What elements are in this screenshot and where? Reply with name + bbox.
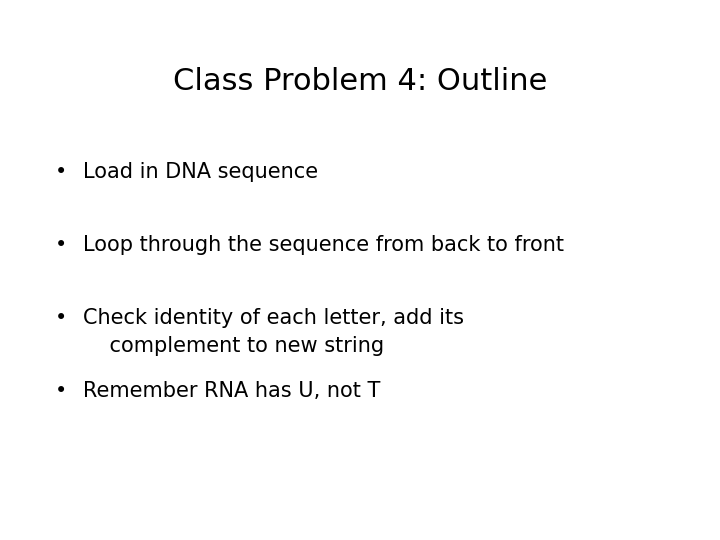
Text: •: • <box>55 381 68 401</box>
Text: Load in DNA sequence: Load in DNA sequence <box>83 162 318 182</box>
Text: •: • <box>55 235 68 255</box>
Text: Loop through the sequence from back to front: Loop through the sequence from back to f… <box>83 235 564 255</box>
Text: •: • <box>55 162 68 182</box>
Text: •: • <box>55 308 68 328</box>
Text: Class Problem 4: Outline: Class Problem 4: Outline <box>173 68 547 97</box>
Text: Check identity of each letter, add its
    complement to new string: Check identity of each letter, add its c… <box>83 308 464 356</box>
Text: Remember RNA has U, not T: Remember RNA has U, not T <box>83 381 380 401</box>
